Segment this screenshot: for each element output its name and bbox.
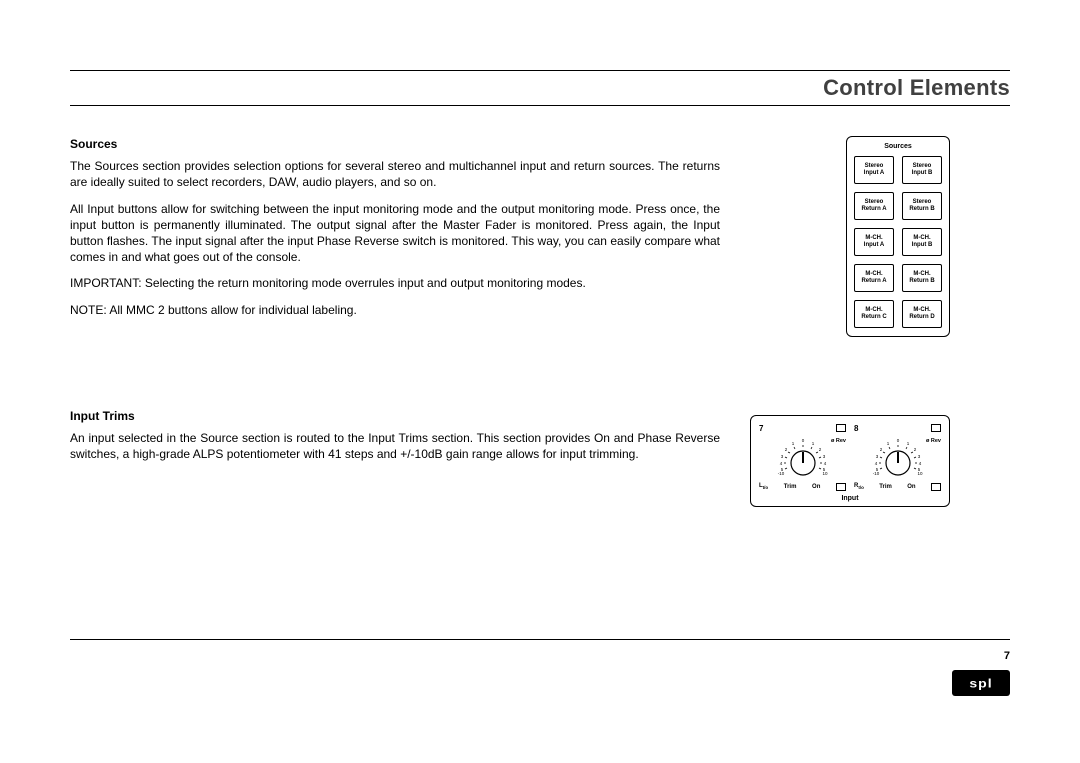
svg-text:4: 4 (779, 461, 782, 466)
dial-icon: -10 10 0 1 1 2 2 3 3 4 (863, 435, 933, 481)
sources-p2: All Input buttons allow for switching be… (70, 201, 720, 266)
svg-text:4: 4 (823, 461, 826, 466)
src-btn-mch-input-a[interactable]: M-CH.Input A (854, 228, 894, 256)
phase-box-right[interactable] (931, 424, 941, 432)
svg-text:1: 1 (811, 441, 814, 446)
figure-column: Sources StereoInput A StereoInput B Ster… (750, 136, 950, 507)
sources-panel: Sources StereoInput A StereoInput B Ster… (846, 136, 950, 337)
svg-text:0: 0 (801, 438, 804, 443)
svg-text:3: 3 (917, 454, 920, 459)
phase-label-right: ø Rev (926, 438, 941, 444)
unit-num-7: 7 (759, 424, 763, 433)
logo: spl (952, 670, 1010, 696)
page-number: 7 (1004, 650, 1010, 662)
footer-rule (70, 639, 1010, 640)
trim-unit-left: 7 ø Rev (759, 424, 846, 491)
section-gap (70, 328, 720, 408)
svg-text:4: 4 (918, 461, 921, 466)
sources-buttons-grid: StereoInput A StereoInput B StereoReturn… (854, 156, 942, 328)
svg-text:1: 1 (886, 441, 889, 446)
logo-text: spl (969, 676, 992, 690)
trim-unit-right: 8 ø Rev (854, 424, 941, 491)
src-btn-mch-return-c[interactable]: M-CH.Return C (854, 300, 894, 328)
svg-text:2: 2 (818, 447, 821, 452)
title-row: Control Elements (70, 75, 1010, 106)
svg-text:0: 0 (896, 438, 899, 443)
sources-p1: The Sources section provides selection o… (70, 158, 720, 190)
svg-text:1: 1 (906, 441, 909, 446)
src-btn-mch-return-a[interactable]: M-CH.Return A (854, 264, 894, 292)
trim-label-r: Trim (879, 484, 892, 490)
on-box-left[interactable] (836, 483, 846, 491)
src-btn-stereo-input-a[interactable]: StereoInput A (854, 156, 894, 184)
channel-r: Rt/o (854, 483, 864, 490)
phase-box-left[interactable] (836, 424, 846, 432)
text-column: Sources The Sources section provides sel… (70, 136, 720, 507)
unit-num-8: 8 (854, 424, 858, 433)
src-btn-mch-return-b[interactable]: M-CH.Return B (902, 264, 942, 292)
page: Control Elements Sources The Sources sec… (70, 70, 1010, 690)
phase-label-left: ø Rev (831, 438, 846, 444)
src-btn-stereo-input-b[interactable]: StereoInput B (902, 156, 942, 184)
trims-p1: An input selected in the Source section … (70, 430, 720, 462)
dial-icon: -10 10 0 1 1 2 2 3 3 4 (768, 435, 838, 481)
sources-heading: Sources (70, 136, 720, 152)
svg-text:4: 4 (874, 461, 877, 466)
svg-text:2: 2 (879, 447, 882, 452)
svg-text:3: 3 (780, 454, 783, 459)
svg-text:2: 2 (913, 447, 916, 452)
src-btn-stereo-return-a[interactable]: StereoReturn A (854, 192, 894, 220)
sources-p3: IMPORTANT: Selecting the return monitori… (70, 275, 720, 291)
src-btn-mch-return-d[interactable]: M-CH.Return D (902, 300, 942, 328)
trims-row: 7 ø Rev (759, 424, 941, 491)
src-btn-mch-input-b[interactable]: M-CH.Input B (902, 228, 942, 256)
on-label-l: On (812, 484, 820, 490)
channel-l: Lt/o (759, 483, 768, 490)
trims-panel: 7 ø Rev (750, 415, 950, 507)
src-btn-stereo-return-b[interactable]: StereoReturn B (902, 192, 942, 220)
sources-p4: NOTE: All MMC 2 buttons allow for indivi… (70, 302, 720, 318)
trims-panel-label: Input (759, 495, 941, 502)
content-area: Sources The Sources section provides sel… (70, 136, 1010, 507)
trim-label-l: Trim (784, 484, 797, 490)
page-title: Control Elements (823, 75, 1010, 101)
svg-text:1: 1 (791, 441, 794, 446)
trims-heading: Input Trims (70, 408, 720, 424)
on-label-r: On (907, 484, 915, 490)
on-box-right[interactable] (931, 483, 941, 491)
svg-text:3: 3 (822, 454, 825, 459)
svg-text:3: 3 (875, 454, 878, 459)
sources-panel-title: Sources (884, 143, 912, 150)
svg-text:2: 2 (784, 447, 787, 452)
top-rule (70, 70, 1010, 71)
